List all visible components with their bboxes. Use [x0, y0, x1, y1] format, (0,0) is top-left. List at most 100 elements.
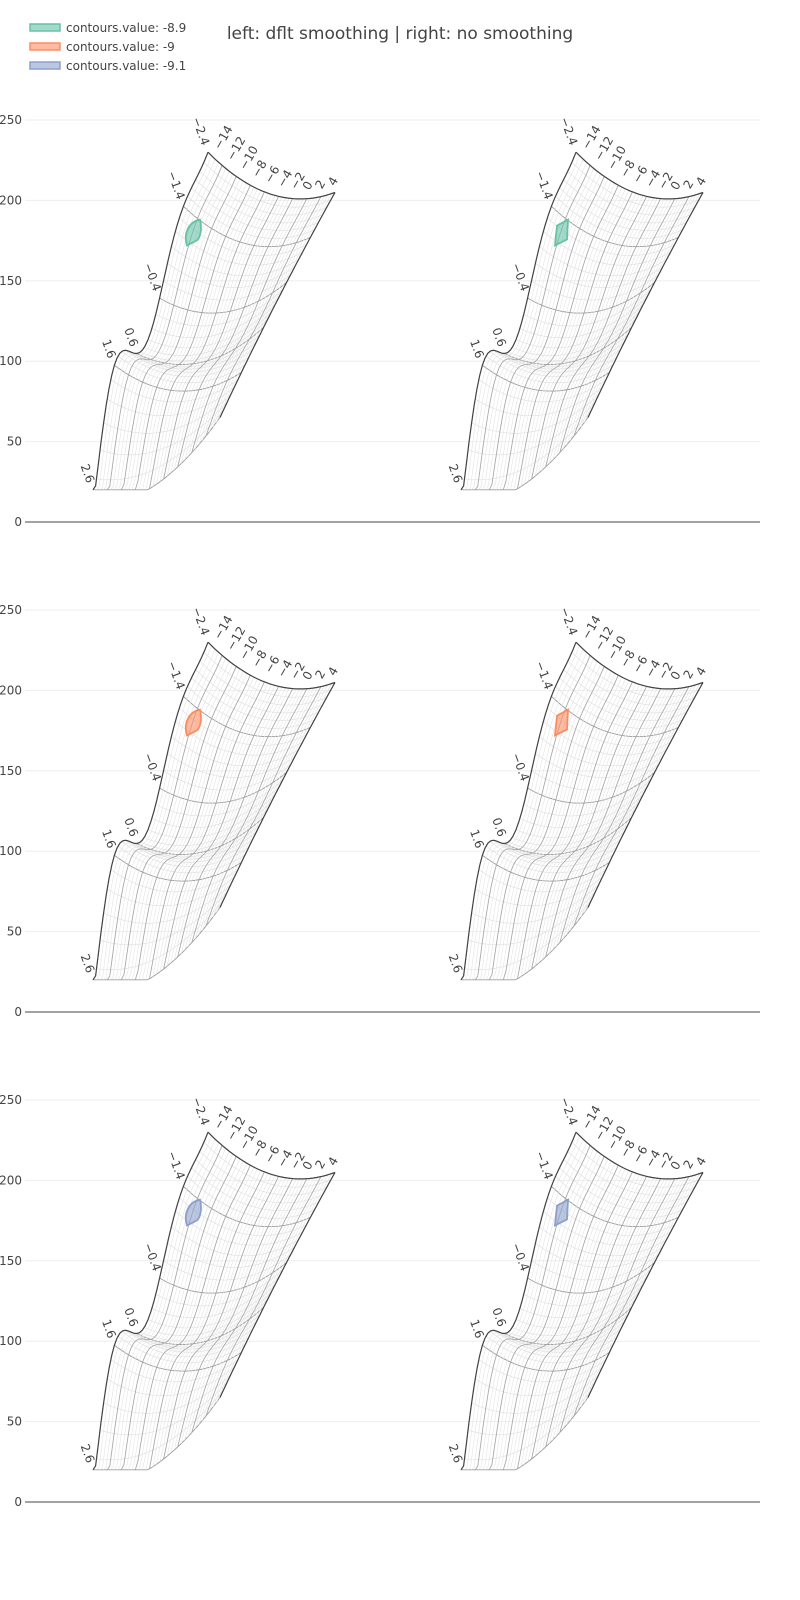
carpet-b-line [205, 686, 322, 927]
carpet-b-line [124, 1158, 241, 1470]
carpet-b-line [166, 1176, 283, 1457]
carpet-b-line [460, 152, 577, 491]
carpet-b-line [106, 1145, 223, 1471]
carpet-b-line [534, 196, 651, 477]
carpet-b-line [467, 158, 584, 490]
carpet-boundary [587, 192, 704, 418]
carpet-b-line [584, 1173, 700, 1403]
legend-swatch [29, 42, 61, 51]
carpet-b-line [202, 687, 318, 931]
carpet-b-line [142, 678, 258, 980]
y-tick-label: 0 [14, 1495, 22, 1509]
carpet-grid [92, 1131, 336, 1471]
carpet-b-line [184, 1178, 300, 1441]
carpet-b-line [106, 655, 223, 981]
carpet-b-line [471, 652, 587, 980]
y-tick-label: 200 [0, 683, 22, 697]
carpet-b-line [99, 158, 216, 490]
carpet-b-line [128, 670, 244, 980]
carpet-b-line [177, 198, 294, 468]
carpet-b-line [464, 1135, 580, 1470]
carpet-b-line [545, 688, 662, 958]
legend-swatch [29, 61, 61, 70]
carpet-b-line [195, 198, 311, 449]
carpet-b-line [156, 684, 272, 975]
legend-item[interactable]: contours.value: -8.9 [29, 21, 186, 35]
carpet-b-line [502, 675, 619, 980]
carpet-subplot: −14−12−10−8−6−4−2024−2.4−1.4−0.40.61.62.… [446, 1095, 709, 1471]
carpet-b-tick-label: 1.6 [467, 1317, 487, 1340]
carpet-b-line [195, 688, 311, 939]
carpet-boundary [587, 682, 704, 908]
legend-item[interactable]: contours.value: -9 [29, 40, 175, 54]
carpet-b-line [474, 655, 591, 981]
carpet-b-line [110, 168, 226, 490]
carpet-subplot: −14−12−10−8−6−4−2024−2.4−1.4−0.40.61.62.… [78, 1095, 341, 1471]
carpet-b-line [209, 685, 325, 922]
carpet-b-line [496, 1160, 612, 1470]
carpet-b-line [198, 687, 315, 935]
carpet-b-line [163, 1176, 280, 1460]
carpet-b-line [92, 642, 209, 981]
y-tick-label: 100 [0, 1334, 22, 1348]
carpet-b-tick-label: −1.4 [165, 659, 188, 691]
carpet-subplot: −14−12−10−8−6−4−2024−2.4−1.4−0.40.61.62.… [446, 605, 709, 981]
carpet-b-line [138, 186, 255, 490]
carpet-b-line [496, 180, 612, 490]
subplot-row: 050100150200250−14−12−10−8−6−4−2024−2.4−… [0, 1093, 760, 1509]
carpet-b-line [467, 648, 584, 980]
carpet-b-line [481, 660, 598, 980]
carpet-b-line [191, 1178, 308, 1433]
carpet-b-line [534, 1176, 651, 1457]
carpet-b-line [212, 1174, 329, 1408]
legend-label: contours.value: -9.1 [66, 59, 186, 73]
carpet-b-line [488, 176, 605, 491]
carpet-b-line [580, 684, 697, 918]
carpet-b-line [570, 197, 686, 441]
carpet-b-line [545, 198, 662, 468]
y-tick-label: 50 [7, 435, 22, 449]
carpet-b-tick-label: 0.6 [489, 816, 509, 839]
carpet-b-tick-label: −0.4 [141, 751, 164, 783]
carpet-b-tick-label: −0.4 [509, 1241, 532, 1273]
legend-label: contours.value: -9 [66, 40, 175, 54]
contour-region [184, 708, 202, 737]
carpet-b-line [142, 1168, 258, 1470]
carpet-boundary [207, 641, 336, 690]
carpet-b-line [516, 1171, 633, 1470]
y-tick-label: 50 [7, 1415, 22, 1429]
carpet-b-line [170, 1177, 286, 1454]
carpet-b-line [92, 152, 209, 491]
carpet-b-line [99, 648, 216, 980]
carpet-b-line [580, 194, 697, 428]
carpet-b-line [570, 687, 686, 931]
legend-item[interactable]: contours.value: -9.1 [29, 59, 186, 73]
carpet-b-line [488, 1156, 605, 1471]
carpet-b-line [510, 188, 626, 490]
carpet-b-line [216, 683, 332, 913]
carpet-b-line [577, 1175, 693, 1412]
carpet-b-tick-label: 0.6 [121, 816, 141, 839]
carpet-b-line [96, 1135, 212, 1470]
carpet-b-line [145, 190, 262, 490]
carpet-b-line [587, 682, 704, 908]
carpet-b-tick-label: 2.6 [446, 462, 466, 485]
carpet-b-line [212, 684, 329, 918]
carpet-b-line [513, 680, 630, 980]
carpet-b-line [128, 180, 244, 490]
carpet-b-line [103, 162, 219, 490]
carpet-b-line [202, 1177, 318, 1421]
carpet-b-line [219, 1172, 336, 1398]
carpet-b-line [170, 687, 286, 964]
carpet-b-tick-label: −0.4 [141, 261, 164, 293]
carpet-b-line [191, 198, 308, 453]
carpet-a-line [93, 907, 221, 981]
carpet-b-line [502, 185, 619, 490]
carpet-b-line [180, 688, 297, 954]
carpet-b-line [120, 176, 237, 491]
carpet-b-line [570, 1177, 686, 1421]
y-tick-label: 50 [7, 925, 22, 939]
y-tick-label: 150 [0, 1254, 22, 1268]
carpet-b-line [485, 663, 601, 980]
carpet-b-line [471, 1142, 587, 1470]
